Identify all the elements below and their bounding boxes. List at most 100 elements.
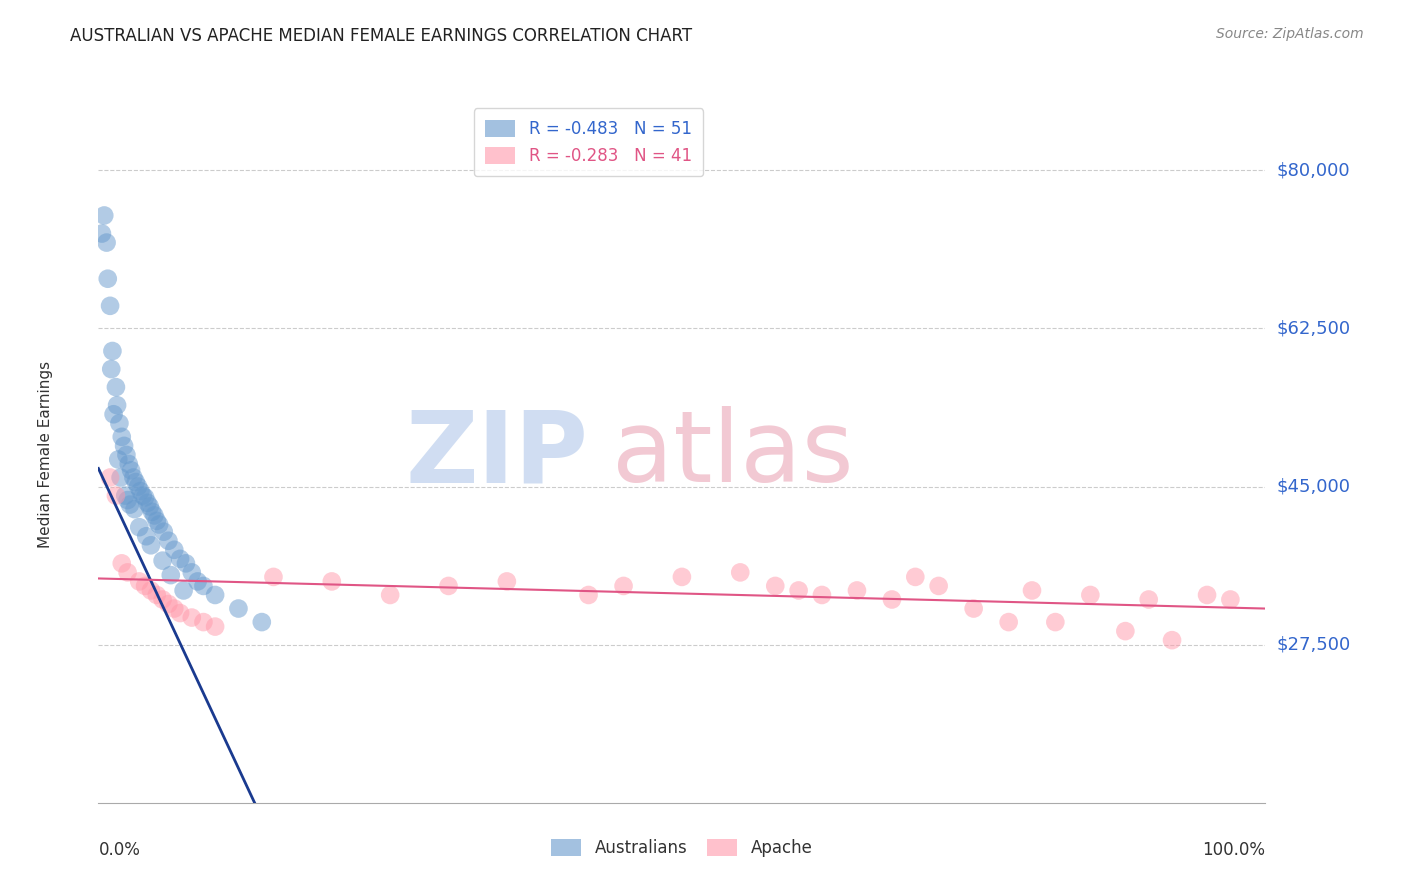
Point [118,498,141,512]
Point [962,601,984,615]
Point [1195,588,1218,602]
Point [845,583,868,598]
Point [1021,583,1043,598]
Point [93,209,115,223]
Point [152,592,174,607]
Text: AUSTRALIAN VS APACHE MEDIAN FEMALE EARNINGS CORRELATION CHART: AUSTRALIAN VS APACHE MEDIAN FEMALE EARNI… [70,27,692,45]
Point [169,551,191,566]
Point [146,588,169,602]
Point [904,570,927,584]
Text: 0.0%: 0.0% [98,841,141,859]
Text: $62,500: $62,500 [1277,319,1351,337]
Point [100,362,122,376]
Point [97,271,120,285]
Point [193,615,215,629]
Point [117,493,139,508]
Point [128,574,150,589]
Point [228,601,250,615]
Point [135,529,157,543]
Text: 100.0%: 100.0% [1202,841,1265,859]
Point [132,489,155,503]
Point [159,568,181,582]
Point [124,502,146,516]
Point [103,407,125,421]
Text: $45,000: $45,000 [1277,477,1351,496]
Point [118,457,141,471]
Point [134,579,156,593]
Point [136,496,159,510]
Point [157,597,180,611]
Point [104,380,127,394]
Point [1137,592,1160,607]
Point [928,579,950,593]
Point [141,505,163,519]
Text: atlas: atlas [612,407,853,503]
Point [1114,624,1136,639]
Point [204,588,226,602]
Text: $27,500: $27,500 [1277,636,1351,654]
Point [787,583,810,598]
Point [157,533,180,548]
Point [139,538,162,552]
Point [111,557,134,571]
Point [495,574,517,589]
Point [1219,592,1241,607]
Point [112,439,135,453]
Point [763,579,786,593]
Point [730,566,752,580]
Point [437,579,460,593]
Point [1080,588,1102,602]
Point [193,579,215,593]
Point [163,601,186,615]
Point [111,430,134,444]
Point [174,557,197,571]
Point [108,417,131,431]
Point [671,570,693,584]
Point [134,491,156,505]
Point [114,489,136,503]
Point [148,517,170,532]
Point [880,592,903,607]
Point [204,619,226,633]
Point [152,554,174,568]
Point [96,235,118,250]
Point [129,484,152,499]
Point [997,615,1019,629]
Point [128,520,150,534]
Point [173,583,195,598]
Point [180,566,202,580]
Point [1045,615,1067,629]
Point [152,524,174,539]
Point [139,500,162,514]
Text: Median Female Earnings: Median Female Earnings [38,361,53,549]
Point [139,583,162,598]
Text: $80,000: $80,000 [1277,161,1350,179]
Point [125,475,148,489]
Point [612,579,634,593]
Point [98,470,121,484]
Point [115,448,138,462]
Point [378,588,402,602]
Legend: Australians, Apache: Australians, Apache [544,832,820,864]
Point [104,489,127,503]
Point [107,452,129,467]
Point [143,508,166,523]
Point [163,542,186,557]
Point [1161,633,1184,648]
Text: Source: ZipAtlas.com: Source: ZipAtlas.com [1216,27,1364,41]
Point [250,615,273,629]
Point [98,299,121,313]
Point [262,570,284,584]
Point [127,479,149,493]
Text: ZIP: ZIP [406,407,589,503]
Point [146,514,169,528]
Point [122,470,145,484]
Point [169,606,191,620]
Point [578,588,600,602]
Point [811,588,834,602]
Point [90,227,112,241]
Point [120,463,142,477]
Point [110,470,132,484]
Point [101,344,124,359]
Point [117,566,139,580]
